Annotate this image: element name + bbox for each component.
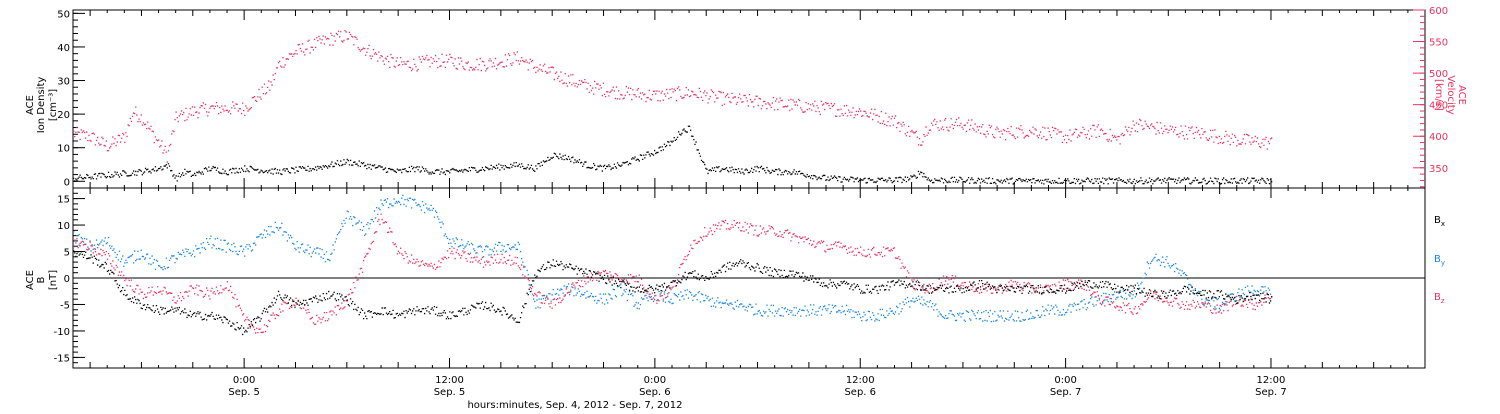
field-label-line3: [nT] [48, 270, 59, 290]
density-axis-tick-label-4: 40 [57, 43, 70, 54]
density-label-line1: ACE [25, 95, 36, 115]
field-axis-tick-label-4: 5 [64, 248, 70, 259]
x-tick-date-3: Sep. 6 [844, 387, 876, 398]
x-tick-date-0: Sep. 5 [228, 387, 260, 398]
field-axis-tick-label-3: 0 [64, 274, 70, 285]
x-tick-date-5: Sep. 7 [1255, 387, 1287, 398]
velocity-axis-tick-label-0: 350 [1429, 164, 1448, 175]
field-legend: Bx By Bz [1434, 215, 1445, 305]
top-panel-frame [72, 9, 1426, 189]
field-axis-label: ACE B [nT] [25, 270, 59, 290]
field-axis-tick-label-5: 10 [57, 221, 70, 232]
velocity-label-line2: Velocity [1445, 75, 1456, 114]
field-axis-tick-label-6: 15 [57, 195, 70, 206]
velocity-axis-tick-label-3: 500 [1429, 69, 1448, 80]
density-axis-tick-label-5: 50 [57, 9, 70, 20]
density-label-line3: [cm⁻³] [48, 89, 59, 121]
velocity-axis-tick-label-5: 600 [1429, 6, 1448, 17]
by-series [73, 194, 1273, 323]
field-axis-tick-label-0: -15 [54, 353, 70, 364]
x-tick-date-4: Sep. 7 [1050, 387, 1082, 398]
magnetic-field-panel: -15 -10 -5 0 5 10 15 [54, 187, 1426, 369]
field-axis-tick-label-2: -5 [60, 300, 70, 311]
field-axis-tick-label-1: -10 [54, 327, 70, 338]
velocity-label-line3: [km/s] [1433, 79, 1444, 111]
bx-series-points [73, 250, 1273, 336]
x-tick-date-2: Sep. 6 [639, 387, 671, 398]
legend-by-sub: y [1441, 259, 1445, 267]
density-velocity-panel: 0 10 20 30 40 50 350 400 450 500 550 600 [57, 6, 1448, 189]
density-axis-tick-label-2: 20 [57, 110, 70, 121]
field-label-line1: ACE [25, 270, 36, 290]
x-tick-time-4: 0:00 [1054, 375, 1076, 386]
velocity-axis-tick-label-4: 550 [1429, 38, 1448, 49]
legend-bx-sub: x [1441, 220, 1445, 228]
density-axis-tick-label-0: 0 [64, 177, 70, 188]
legend-bx-base: B [1434, 215, 1441, 226]
legend-bz-base: B [1434, 292, 1441, 303]
bz-series [73, 213, 1273, 334]
density-series-points [73, 125, 1273, 185]
x-tick-date-1: Sep. 5 [434, 387, 466, 398]
legend-bx: Bx [1434, 215, 1445, 228]
x-tick-time-3: 12:00 [846, 375, 875, 386]
density-series [73, 125, 1273, 185]
x-tick-time-0: 0:00 [233, 375, 255, 386]
legend-bz: Bz [1434, 292, 1445, 305]
density-label-line2: Ion Density [36, 77, 47, 134]
legend-by: By [1434, 254, 1445, 267]
x-tick-time-2: 0:00 [644, 375, 666, 386]
density-axis-tick-label-3: 30 [57, 77, 70, 88]
x-tick-time-5: 12:00 [1257, 375, 1286, 386]
velocity-axis-tick-label-1: 400 [1429, 132, 1448, 143]
x-axis-label: hours:minutes, Sep. 4, 2012 - Sep. 7, 20… [467, 400, 682, 410]
bz-series-points [73, 213, 1273, 334]
bx-series [73, 250, 1273, 336]
field-label-line2: B [36, 276, 47, 283]
legend-bz-sub: z [1441, 297, 1445, 305]
density-axis-tick-label-1: 10 [57, 144, 70, 155]
legend-by-base: B [1434, 254, 1441, 265]
velocity-axis-label: ACE Velocity [km/s] [1433, 75, 1467, 114]
velocity-axis-tick-label-2: 450 [1429, 101, 1448, 112]
x-tick-time-1: 12:00 [435, 375, 464, 386]
by-series-points [73, 194, 1273, 323]
density-axis-label: ACE Ion Density [cm⁻³] [25, 77, 59, 134]
velocity-label-line1: ACE [1456, 85, 1467, 105]
